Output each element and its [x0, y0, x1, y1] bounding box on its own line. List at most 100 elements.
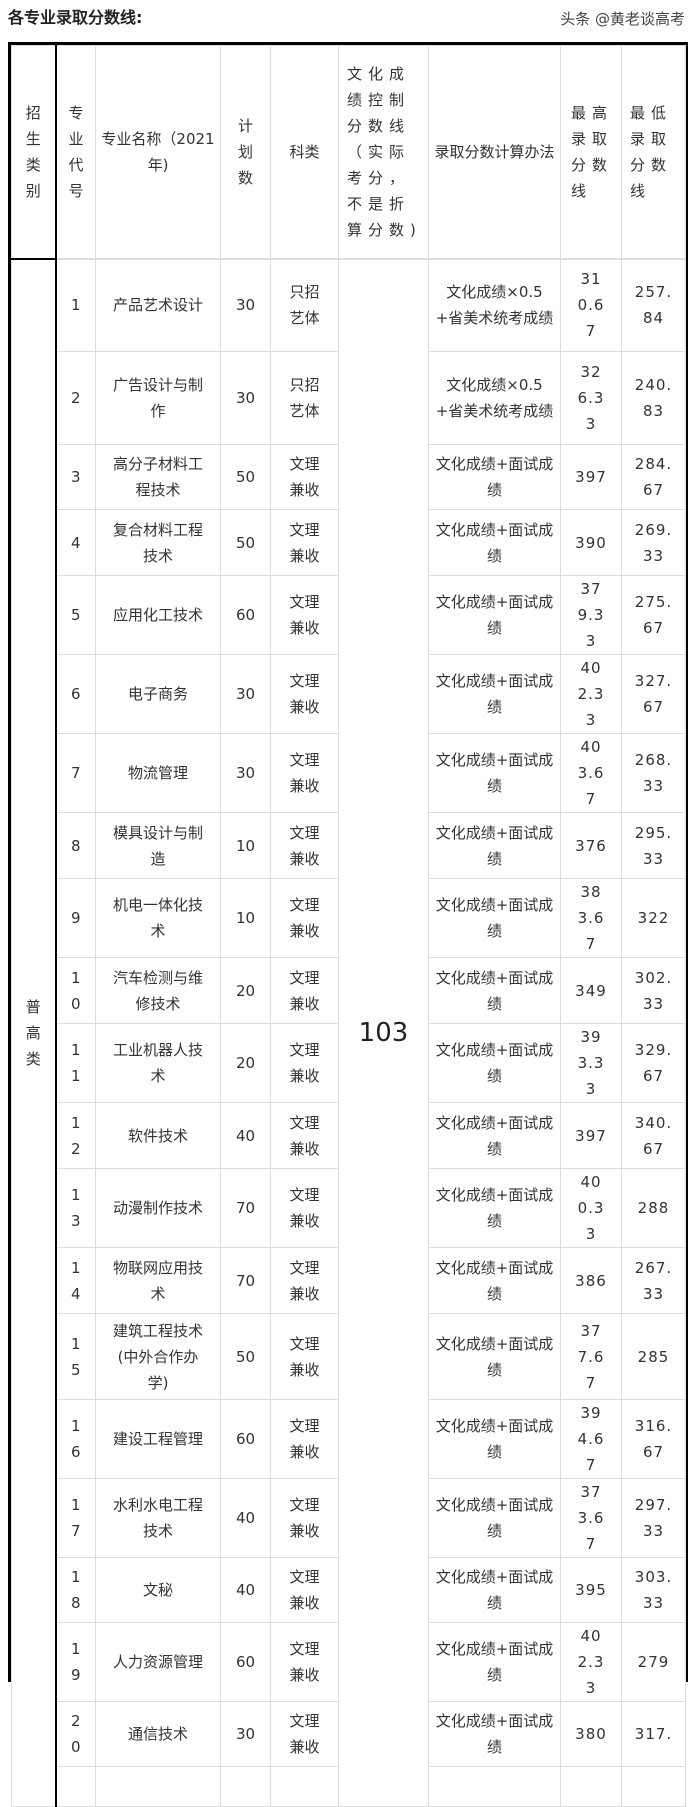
- empty-cell: [95, 1766, 221, 1807]
- major-code: 11: [55, 1023, 96, 1103]
- header-code: 专业代号: [55, 45, 96, 260]
- plan-count: 30: [220, 351, 271, 445]
- table-row: 15 建筑工程技术(中外合作办学) 50 文理兼收 文化成绩+面试成绩 377.67 285: [12, 1313, 686, 1400]
- min-score: 302.33: [621, 957, 686, 1024]
- score-method: 文化成绩+面试成绩: [428, 878, 561, 958]
- plan-count: 40: [220, 1478, 271, 1558]
- plan-count: 30: [220, 654, 271, 734]
- score-method: 文化成绩+面试成绩: [428, 575, 561, 655]
- major-name: 机电一体化技术: [95, 878, 221, 958]
- score-method: 文化成绩+面试成绩: [428, 1557, 561, 1623]
- major-code: 2: [55, 351, 96, 445]
- plan-count: 40: [220, 1102, 271, 1169]
- watermark: 头条 @黄老谈高考: [560, 10, 685, 28]
- table-row: 14 物联网应用技术 70 文理兼收 文化成绩+面试成绩 386 267.33: [12, 1247, 686, 1314]
- max-score: 397: [560, 444, 622, 510]
- max-score: 373.67: [560, 1478, 622, 1558]
- major-name: 电子商务: [95, 654, 221, 734]
- max-score: 386: [560, 1247, 622, 1314]
- major-name: 汽车检测与维修技术: [95, 957, 221, 1024]
- plan-count: 70: [220, 1168, 271, 1248]
- min-score: 269.33: [621, 509, 686, 576]
- major-name: 产品艺术设计: [95, 258, 221, 352]
- major-name: 人力资源管理: [95, 1622, 221, 1702]
- max-score: 394.67: [560, 1399, 622, 1479]
- max-score: 403.67: [560, 733, 622, 813]
- header-plan: 计划数: [220, 45, 271, 260]
- empty-cell: [220, 1766, 271, 1807]
- score-method: 文化成绩+面试成绩: [428, 1168, 561, 1248]
- score-method: 文化成绩+面试成绩: [428, 1399, 561, 1479]
- subject-type: 文理兼收: [270, 812, 339, 879]
- min-score: 288: [621, 1168, 686, 1248]
- plan-count: 30: [220, 733, 271, 813]
- major-code: 7: [55, 733, 96, 813]
- score-method: 文化成绩+面试成绩: [428, 509, 561, 576]
- major-code: 4: [55, 509, 96, 576]
- major-name: 软件技术: [95, 1102, 221, 1169]
- category-cell: 普高类: [11, 258, 57, 1807]
- table-row: 7 物流管理 30 文理兼收 文化成绩+面试成绩 403.67 268.33: [12, 733, 686, 813]
- major-name: 动漫制作技术: [95, 1168, 221, 1248]
- major-name: 高分子材料工程技术: [95, 444, 221, 510]
- table-row: 普高类 1 产品艺术设计 30 只招艺体 103 文化成绩×0.5+省美术统考成绩 310.6…: [11, 258, 686, 1807]
- max-score: 376: [560, 812, 622, 879]
- subject-type: 文理兼收: [270, 1701, 339, 1767]
- major-code: 10: [55, 957, 96, 1024]
- table-row: 11 工业机器人技术 20 文理兼收 文化成绩+面试成绩 393.33 329.67: [12, 1023, 686, 1103]
- major-name: 复合材料工程技术: [95, 509, 221, 576]
- subject-type: 只招艺体: [270, 351, 339, 445]
- subject-type: 文理兼收: [270, 575, 339, 655]
- header-row: 招生类别 专业代号 专业名称（2021年) 计划数 科类 文化成绩控制分数线（实…: [11, 45, 686, 260]
- plan-count: 30: [220, 258, 271, 352]
- plan-count: 30: [220, 1701, 271, 1767]
- max-score: 349: [560, 957, 622, 1024]
- score-method: 文化成绩+面试成绩: [428, 957, 561, 1024]
- major-code: 12: [55, 1102, 96, 1169]
- major-name: 建筑工程技术(中外合作办学): [95, 1313, 221, 1400]
- major-name: 通信技术: [95, 1701, 221, 1767]
- min-score: 329.67: [621, 1023, 686, 1103]
- max-score: 395: [560, 1557, 622, 1623]
- subject-type: 文理兼收: [270, 1168, 339, 1248]
- header-min: 最低录取分数线: [621, 45, 686, 260]
- min-score: 267.33: [621, 1247, 686, 1314]
- max-score: 393.33: [560, 1023, 622, 1103]
- table-row: 12 软件技术 40 文理兼收 文化成绩+面试成绩 397 340.67: [12, 1102, 686, 1169]
- max-score: 379.33: [560, 575, 622, 655]
- score-method: 文化成绩+面试成绩: [428, 1313, 561, 1400]
- major-name: 物流管理: [95, 733, 221, 813]
- major-code: 16: [55, 1399, 96, 1479]
- min-score: 322: [621, 878, 686, 958]
- plan-count: 10: [220, 812, 271, 879]
- table-row: 3 高分子材料工程技术 50 文理兼收 文化成绩+面试成绩 397 284.67: [12, 444, 686, 510]
- table-row: 5 应用化工技术 60 文理兼收 文化成绩+面试成绩 379.33 275.67: [12, 575, 686, 655]
- min-score: 240.83: [621, 351, 686, 445]
- min-score: 268.33: [621, 733, 686, 813]
- major-name: 工业机器人技术: [95, 1023, 221, 1103]
- major-code: 15: [55, 1313, 96, 1400]
- subject-type: 文理兼收: [270, 1247, 339, 1314]
- max-score: 400.33: [560, 1168, 622, 1248]
- min-score: 303.33: [621, 1557, 686, 1623]
- subject-type: 只招艺体: [270, 258, 339, 352]
- empty-cell: [621, 1766, 686, 1807]
- min-score: 316.67: [621, 1399, 686, 1479]
- subject-type: 文理兼收: [270, 957, 339, 1024]
- score-method: 文化成绩+面试成绩: [428, 733, 561, 813]
- table-row: 8 模具设计与制造 10 文理兼收 文化成绩+面试成绩 376 295.33: [12, 812, 686, 879]
- table-row: 4 复合材料工程技术 50 文理兼收 文化成绩+面试成绩 390 269.33: [12, 509, 686, 576]
- subject-type: 文理兼收: [270, 733, 339, 813]
- subject-type: 文理兼收: [270, 1557, 339, 1623]
- score-method: 文化成绩×0.5+省美术统考成绩: [428, 351, 561, 445]
- subject-type: 文理兼收: [270, 1102, 339, 1169]
- min-score: 295.33: [621, 812, 686, 879]
- major-name: 模具设计与制造: [95, 812, 221, 879]
- major-name: 应用化工技术: [95, 575, 221, 655]
- empty-cell: [428, 1766, 561, 1807]
- min-score: 275.67: [621, 575, 686, 655]
- min-score: 317.: [621, 1701, 686, 1767]
- max-score: 326.33: [560, 351, 622, 445]
- control-score-cell: 103: [338, 258, 429, 1807]
- empty-cell: [55, 1766, 96, 1807]
